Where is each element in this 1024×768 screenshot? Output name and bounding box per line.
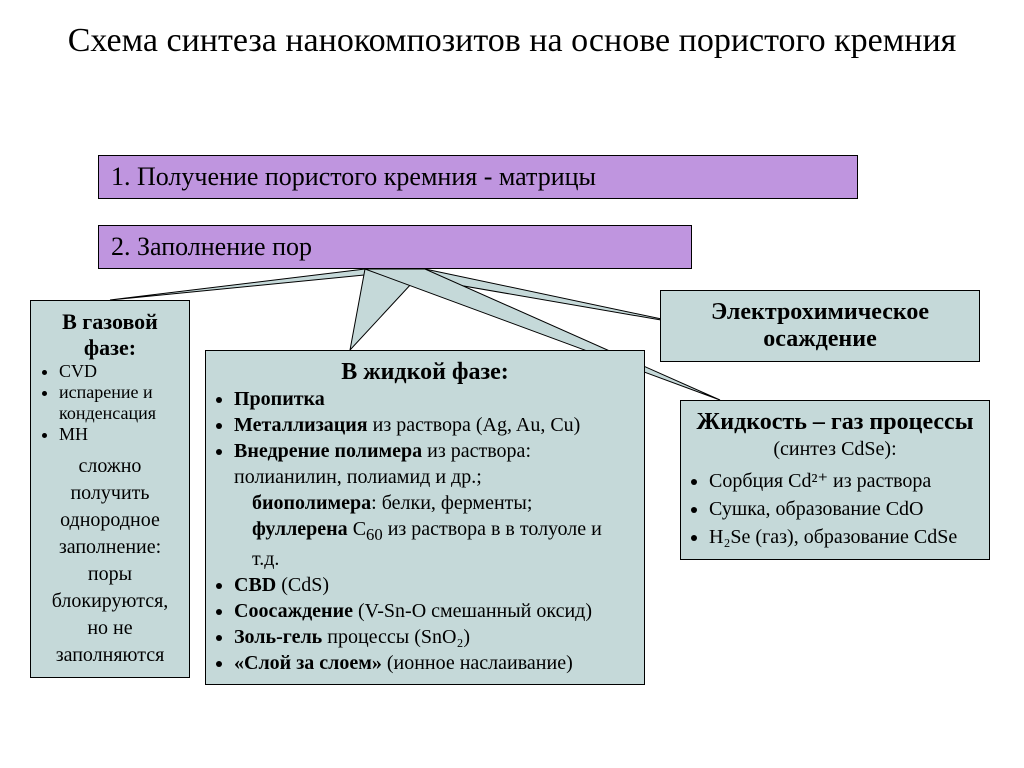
callout-electrochemical: Электрохимическое осаждение <box>660 290 980 362</box>
callout-liquid-item: Соосаждение (V-Sn-O смешанный оксид) <box>234 598 634 624</box>
callout-gas-bullet: MH <box>59 424 179 445</box>
callout-liqgas-bullet: Сорбция Cd²⁺ из раствора <box>709 467 979 495</box>
callout-liquid-item: CBD (CdS) <box>234 572 634 598</box>
callout-liquid-item: «Слой за слоем» (ионное наслаивание) <box>234 650 634 676</box>
callout-liquid-item: Пропитка <box>234 386 634 412</box>
callout-gas-bullet: испарение и конденсация <box>59 382 179 424</box>
callout-liquid-header: В жидкой фазе: <box>216 359 634 386</box>
callout-gas-bullet: CVD <box>59 361 179 382</box>
callout-liqgas-header: Жидкость – газ процессы <box>691 409 979 436</box>
callout-electro-header: Электрохимическое осаждение <box>671 299 969 353</box>
callout-gas-note: сложно получить однородное заполнение: п… <box>41 453 179 669</box>
callout-liqgas-bullet: H₂Se (газ), образование CdSe <box>709 523 979 551</box>
callout-liquid-item: Золь-гель процессы (SnO₂) <box>234 624 634 650</box>
callout-liqgas-bullet: Сушка, образование CdO <box>709 495 979 523</box>
callout-gas-header: В газовой фазе: <box>41 309 179 361</box>
callout-liquid-item: Металлизация из раствора (Ag, Au, Cu) <box>234 412 634 438</box>
callout-gas-phase: В газовой фазе:CVDиспарение и конденсаци… <box>30 300 190 678</box>
callout-liquid-gas: Жидкость – газ процессы(синтез CdSe): Сор… <box>680 400 990 560</box>
step-2-box: 2. Заполнение пор <box>98 225 692 269</box>
callout-liqgas-sub: (синтез CdSe): <box>691 438 979 461</box>
callout-liquid-phase: В жидкой фазе:ПропиткаМеталлизация из ра… <box>205 350 645 685</box>
callout-liquid-item: Внедрение полимера из раствора: полианил… <box>234 438 634 490</box>
callout-liquid-subitem: фуллерена C60 из раствора в в толуоле и … <box>252 516 634 572</box>
slide-title: Схема синтеза нанокомпозитов на основе п… <box>0 20 1024 63</box>
step-1-box: 1. Получение пористого кремния - матрицы <box>98 155 858 199</box>
callout-liquid-subitem: биополимера: белки, ферменты; <box>252 490 634 516</box>
